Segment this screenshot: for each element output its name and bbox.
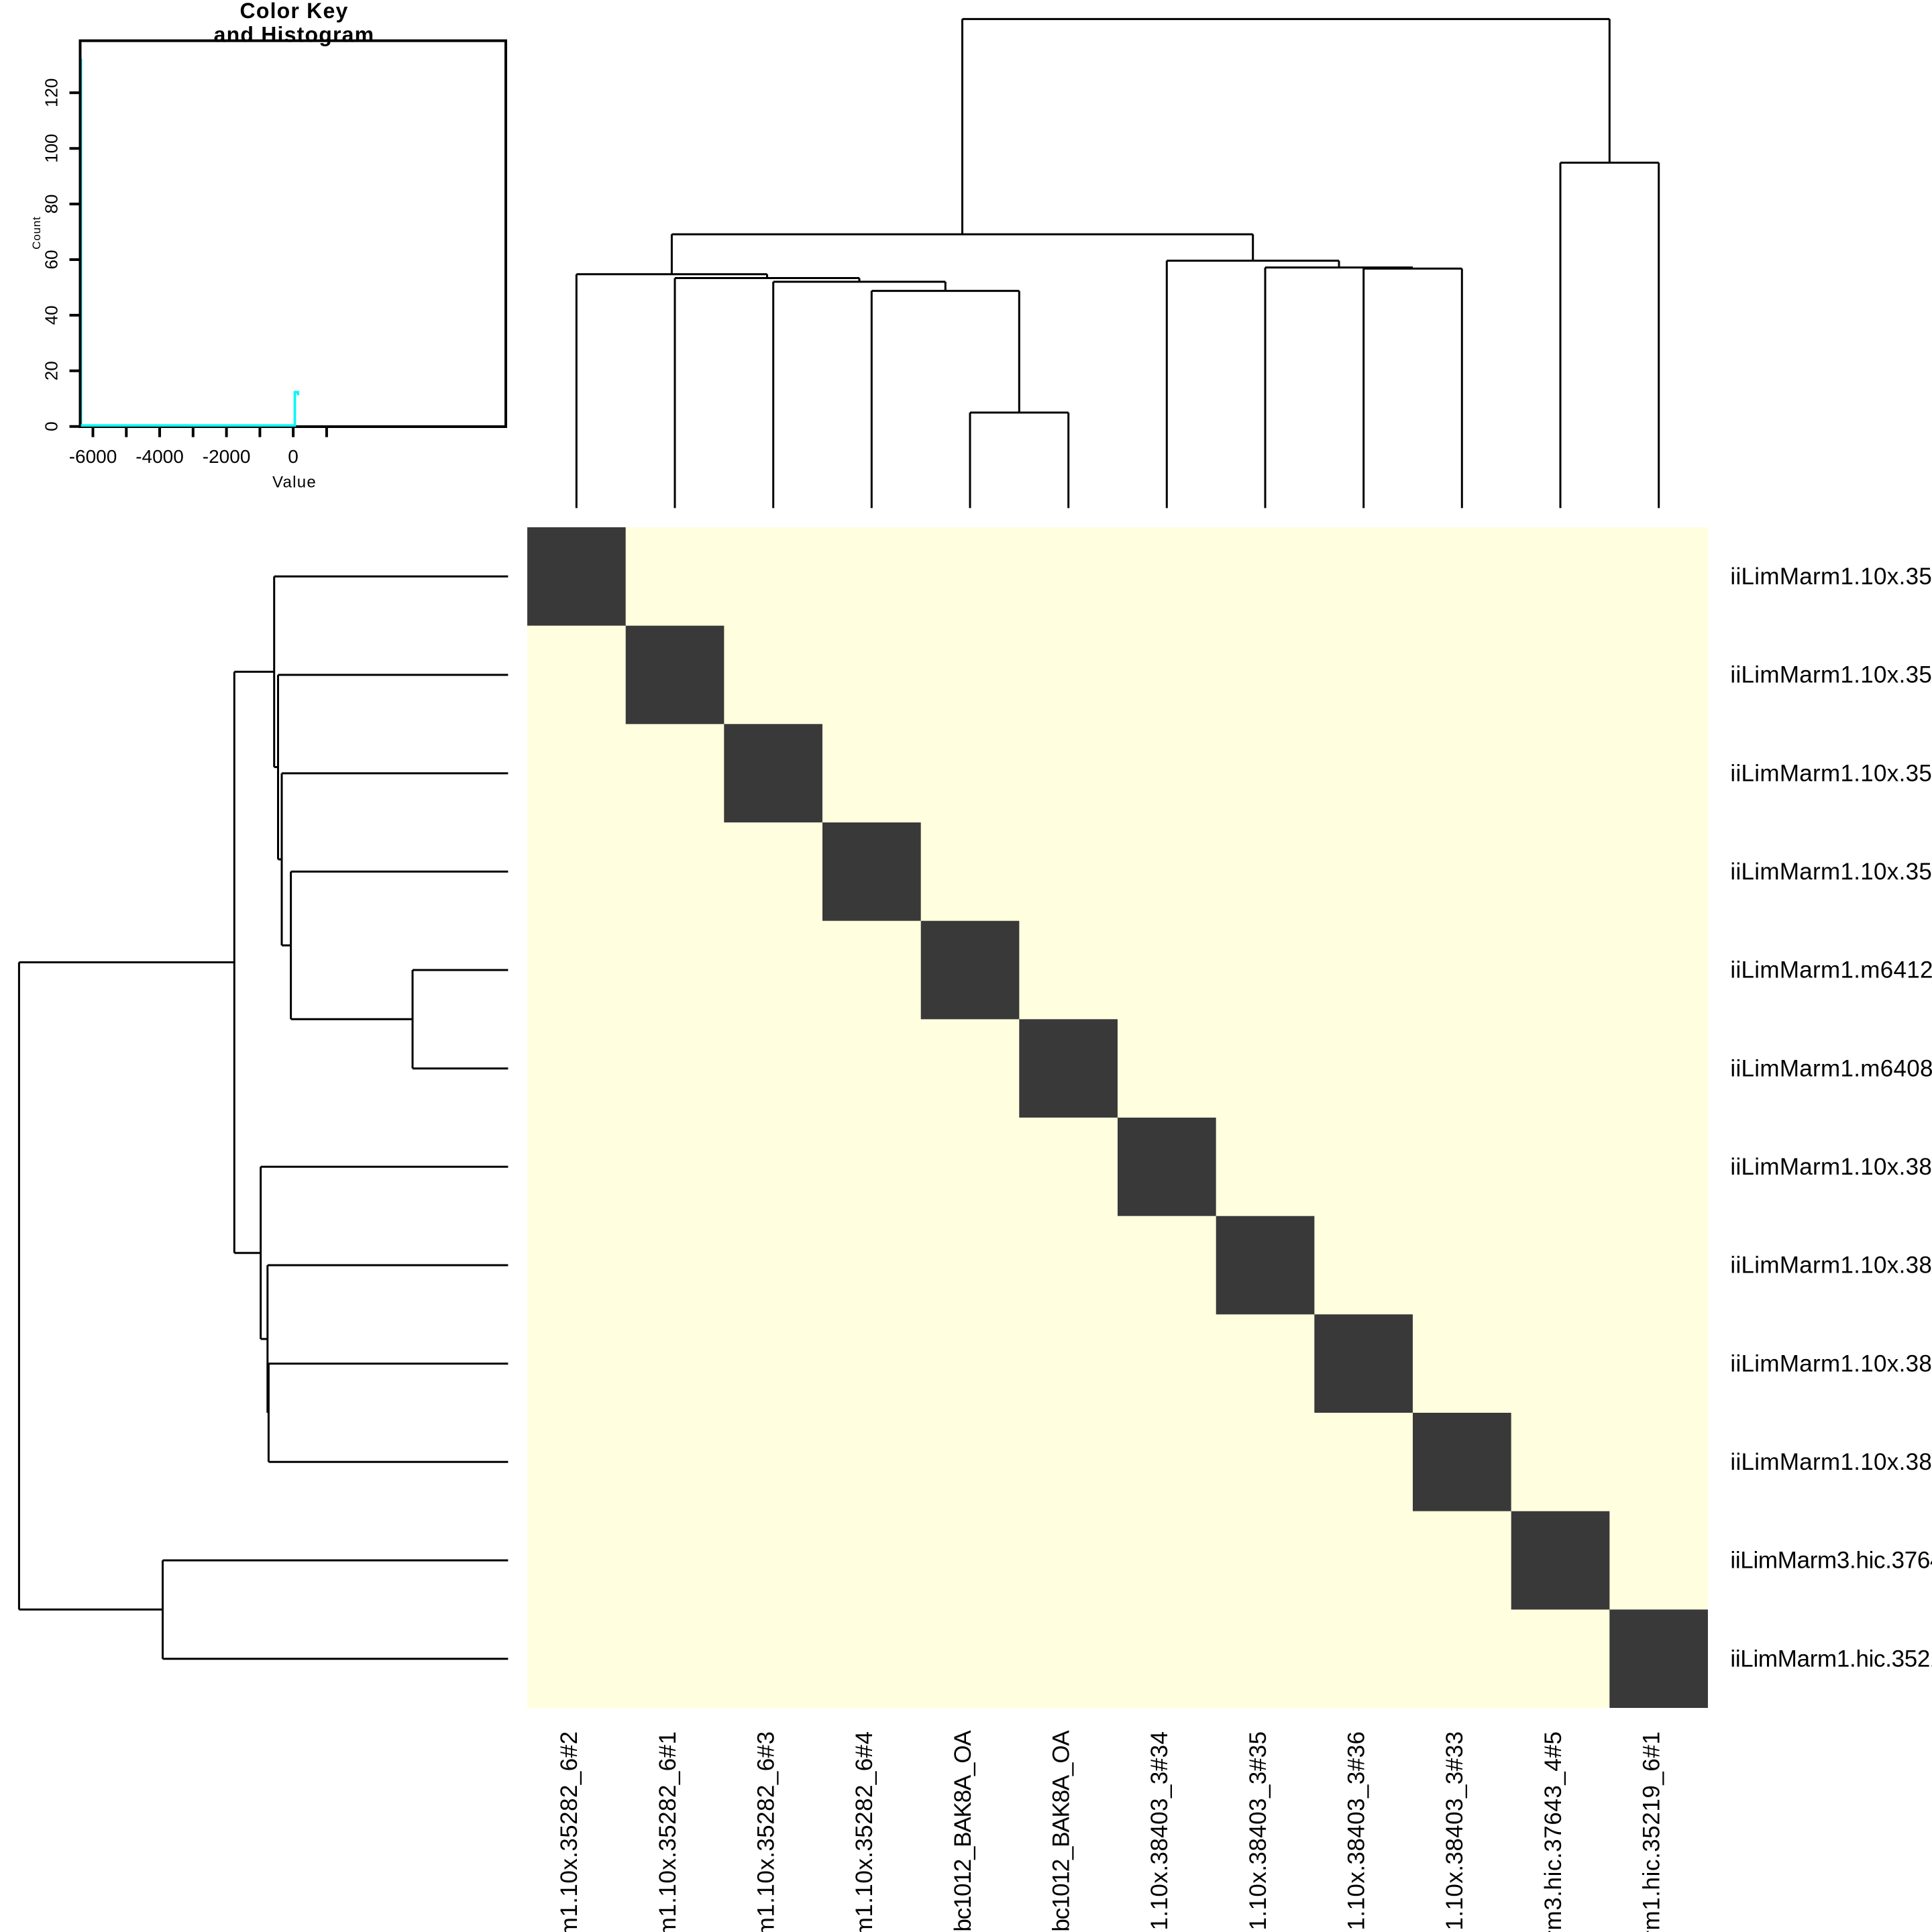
- svg-text:20: 20: [42, 361, 62, 380]
- svg-text:0: 0: [288, 446, 299, 467]
- svg-text:-2000: -2000: [203, 446, 251, 467]
- svg-text:iiLimMarm3.hic.37643_4#5: iiLimMarm3.hic.37643_4#5: [1730, 1548, 1932, 1574]
- svg-text:and Histogram: and Histogram: [214, 22, 375, 46]
- svg-text:60: 60: [42, 250, 62, 270]
- svg-text:Value: Value: [272, 474, 317, 492]
- svg-text:iiLimMarm1.10x.38403_3#36: iiLimMarm1.10x.38403_3#36: [1730, 1350, 1932, 1377]
- svg-text:100: 100: [42, 134, 62, 163]
- svg-text:iiLimMarm1.hic.35219_6#1: iiLimMarm1.hic.35219_6#1: [1639, 1731, 1665, 1932]
- svg-text:iiLimMarm3.hic.37643_4#5: iiLimMarm3.hic.37643_4#5: [1540, 1731, 1566, 1932]
- svg-text:iiLimMarm1.10x.35282_6#2: iiLimMarm1.10x.35282_6#2: [556, 1731, 582, 1932]
- svg-text:iiLimMarm1.10x.38403_3#36: iiLimMarm1.10x.38403_3#36: [1344, 1731, 1370, 1932]
- svg-text:iiLimMarm1.10x.35282_6#4: iiLimMarm1.10x.35282_6#4: [851, 1731, 877, 1932]
- svg-text:40: 40: [42, 305, 62, 325]
- svg-text:-6000: -6000: [69, 446, 117, 467]
- svg-text:iiLimMarm1.10x.38403_3#33: iiLimMarm1.10x.38403_3#33: [1442, 1731, 1468, 1932]
- svg-text:-4000: -4000: [136, 446, 184, 467]
- svg-text:iiLimMarm1.hic.35219_6#1: iiLimMarm1.hic.35219_6#1: [1730, 1646, 1932, 1672]
- svg-text:iiLimMarm1.10x.35282_6#4: iiLimMarm1.10x.35282_6#4: [1730, 859, 1932, 885]
- svg-text:iiLimMarm1.10x.38403_3#35: iiLimMarm1.10x.38403_3#35: [1730, 1252, 1932, 1279]
- svg-text:iiLimMarm1.10x.35282_6#3: iiLimMarm1.10x.35282_6#3: [1730, 760, 1932, 786]
- svg-text:iiLimMarm1.m64083.bc1012_BAK8A: iiLimMarm1.m64083.bc1012_BAK8A_OA: [1730, 1055, 1932, 1081]
- svg-text:120: 120: [42, 78, 62, 107]
- svg-text:iiLimMarm1.10x.35282_6#2: iiLimMarm1.10x.35282_6#2: [1730, 564, 1932, 590]
- svg-text:iiLimMarm1.m64125.bc1012_BAK8A: iiLimMarm1.m64125.bc1012_BAK8A_OA: [950, 1730, 976, 1932]
- svg-text:iiLimMarm1.10x.38403_3#33: iiLimMarm1.10x.38403_3#33: [1730, 1449, 1932, 1475]
- svg-text:iiLimMarm1.m64125.bc1012_BAK8A: iiLimMarm1.m64125.bc1012_BAK8A_OA: [1730, 957, 1932, 983]
- svg-text:iiLimMarm1.10x.38403_3#35: iiLimMarm1.10x.38403_3#35: [1245, 1731, 1271, 1932]
- svg-text:iiLimMarm1.10x.35282_6#1: iiLimMarm1.10x.35282_6#1: [1730, 662, 1932, 688]
- svg-text:iiLimMarm1.10x.35282_6#1: iiLimMarm1.10x.35282_6#1: [655, 1731, 681, 1932]
- svg-text:80: 80: [42, 195, 62, 214]
- svg-text:iiLimMarm1.m64083.bc1012_BAK8A: iiLimMarm1.m64083.bc1012_BAK8A_OA: [1049, 1730, 1075, 1932]
- svg-text:0: 0: [42, 421, 62, 431]
- svg-text:iiLimMarm1.10x.38403_3#34: iiLimMarm1.10x.38403_3#34: [1730, 1154, 1932, 1180]
- svg-text:iiLimMarm1.10x.35282_6#3: iiLimMarm1.10x.35282_6#3: [753, 1731, 780, 1932]
- svg-text:Count: Count: [30, 217, 43, 250]
- svg-text:Color Key: Color Key: [240, 0, 349, 23]
- svg-text:iiLimMarm1.10x.38403_3#34: iiLimMarm1.10x.38403_3#34: [1146, 1731, 1173, 1932]
